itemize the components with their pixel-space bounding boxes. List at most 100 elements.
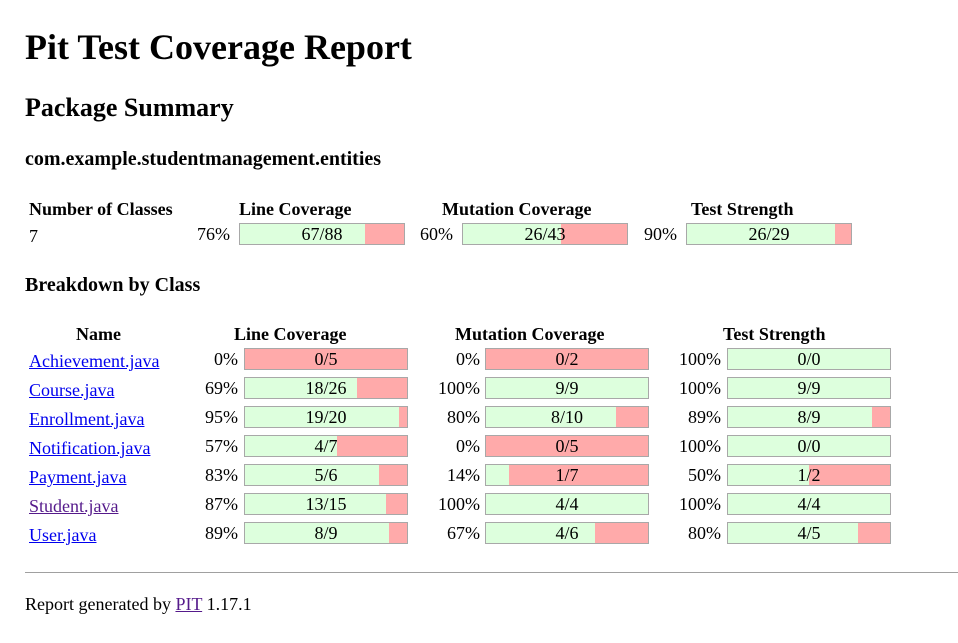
strength-coverage-fill xyxy=(728,349,890,369)
package-name: com.example.studentmanagement.entities xyxy=(25,148,382,170)
line-coverage-fill xyxy=(245,465,380,485)
summary-strength-pct: 90% xyxy=(644,224,677,244)
mutation-pct: 0% xyxy=(456,349,480,369)
line-coverage-bar: 19/20 xyxy=(244,406,408,428)
line-coverage-fill xyxy=(245,494,386,514)
line-coverage-fill xyxy=(245,378,357,398)
mutation-coverage-bar: 4/6 xyxy=(485,522,649,544)
mutation-ratio: 4/6 xyxy=(555,523,579,543)
strength-coverage-bar: 4/5 xyxy=(727,522,891,544)
section-title: Package Summary xyxy=(25,93,234,122)
strength-coverage-fill xyxy=(728,494,890,514)
mutation-coverage-fill xyxy=(486,407,616,427)
strength-coverage-bar: 8/9 xyxy=(727,406,891,428)
mutation-coverage-bar: 0/2 xyxy=(485,348,649,370)
mutation-ratio: 0/2 xyxy=(555,349,579,369)
strength-pct: 89% xyxy=(688,407,721,427)
footer-prefix: Report generated by xyxy=(25,594,171,614)
line-ratio: 8/9 xyxy=(314,523,338,543)
summary-line-fill xyxy=(240,224,365,244)
mutation-pct: 14% xyxy=(447,465,480,485)
line-pct: 89% xyxy=(205,523,238,543)
strength-pct: 50% xyxy=(688,465,721,485)
line-coverage-bar: 18/26 xyxy=(244,377,408,399)
class-link[interactable]: Achievement.java xyxy=(29,351,160,371)
summary-line-bar: 67/88 xyxy=(239,223,405,245)
mutation-coverage-fill xyxy=(486,378,648,398)
mutation-pct: 0% xyxy=(456,436,480,456)
footer-version: 1.17.1 xyxy=(206,594,252,614)
summary-header-line: Line Coverage xyxy=(239,199,352,219)
strength-ratio: 4/4 xyxy=(797,494,821,514)
line-pct: 57% xyxy=(205,436,238,456)
breakdown-header-name: Name xyxy=(76,324,121,344)
mutation-ratio: 9/9 xyxy=(555,378,579,398)
mutation-coverage-bar: 9/9 xyxy=(485,377,649,399)
strength-coverage-bar: 9/9 xyxy=(727,377,891,399)
strength-coverage-fill xyxy=(728,523,858,543)
mutation-coverage-bar: 4/4 xyxy=(485,493,649,515)
footer: Report generated by PIT 1.17.1 xyxy=(25,594,252,614)
strength-ratio: 0/0 xyxy=(797,436,821,456)
line-pct: 83% xyxy=(205,465,238,485)
breakdown-header-line: Line Coverage xyxy=(234,324,347,344)
report-title: Pit Test Coverage Report xyxy=(25,27,412,67)
line-pct: 69% xyxy=(205,378,238,398)
mutation-pct: 100% xyxy=(438,378,480,398)
mutation-coverage-bar: 8/10 xyxy=(485,406,649,428)
strength-coverage-fill xyxy=(728,436,890,456)
strength-coverage-fill xyxy=(728,378,890,398)
summary-line-ratio: 67/88 xyxy=(301,224,343,244)
class-link[interactable]: Enrollment.java xyxy=(29,409,145,429)
mutation-pct: 67% xyxy=(447,523,480,543)
line-coverage-fill xyxy=(245,407,399,427)
strength-ratio: 4/5 xyxy=(797,523,821,543)
mutation-ratio: 1/7 xyxy=(555,465,579,485)
breakdown-title: Breakdown by Class xyxy=(25,274,201,296)
summary-mutation-bar: 26/43 xyxy=(462,223,628,245)
class-link[interactable]: Student.java xyxy=(29,496,119,516)
strength-ratio: 9/9 xyxy=(797,378,821,398)
line-coverage-fill xyxy=(245,523,390,543)
class-link[interactable]: User.java xyxy=(29,525,97,545)
strength-pct: 100% xyxy=(679,494,721,514)
breakdown-header-strength: Test Strength xyxy=(723,324,826,344)
summary-strength-bar: 26/29 xyxy=(686,223,852,245)
strength-ratio: 0/0 xyxy=(797,349,821,369)
line-pct: 95% xyxy=(205,407,238,427)
line-ratio: 4/7 xyxy=(314,436,338,456)
summary-mutation-ratio: 26/43 xyxy=(524,224,566,244)
line-ratio: 18/26 xyxy=(305,378,347,398)
strength-coverage-bar: 0/0 xyxy=(727,435,891,457)
mutation-pct: 100% xyxy=(438,494,480,514)
summary-line-pct: 76% xyxy=(197,224,230,244)
strength-pct: 100% xyxy=(679,378,721,398)
line-pct: 87% xyxy=(205,494,238,514)
strength-pct: 100% xyxy=(679,349,721,369)
line-coverage-bar: 13/15 xyxy=(244,493,408,515)
line-coverage-bar: 0/5 xyxy=(244,348,408,370)
mutation-ratio: 4/4 xyxy=(555,494,579,514)
class-link[interactable]: Notification.java xyxy=(29,438,151,458)
strength-coverage-fill xyxy=(728,465,809,485)
mutation-ratio: 0/5 xyxy=(555,436,579,456)
line-ratio: 0/5 xyxy=(314,349,338,369)
mutation-ratio: 8/10 xyxy=(550,407,583,427)
summary-header-mutation: Mutation Coverage xyxy=(442,199,592,219)
summary-header-classes: Number of Classes xyxy=(29,199,173,219)
strength-pct: 80% xyxy=(688,523,721,543)
mutation-coverage-bar: 0/5 xyxy=(485,435,649,457)
mutation-coverage-fill xyxy=(486,523,595,543)
pit-link[interactable]: PIT xyxy=(175,594,203,614)
class-link[interactable]: Course.java xyxy=(29,380,115,400)
strength-ratio: 1/2 xyxy=(797,465,821,485)
line-ratio: 13/15 xyxy=(305,494,347,514)
breakdown-header-mutation: Mutation Coverage xyxy=(455,324,605,344)
line-coverage-fill xyxy=(245,436,338,456)
summary-header-strength: Test Strength xyxy=(691,199,794,219)
mutation-pct: 80% xyxy=(447,407,480,427)
class-link[interactable]: Payment.java xyxy=(29,467,127,487)
strength-ratio: 8/9 xyxy=(797,407,821,427)
mutation-coverage-bar: 1/7 xyxy=(485,464,649,486)
line-coverage-bar: 5/6 xyxy=(244,464,408,486)
